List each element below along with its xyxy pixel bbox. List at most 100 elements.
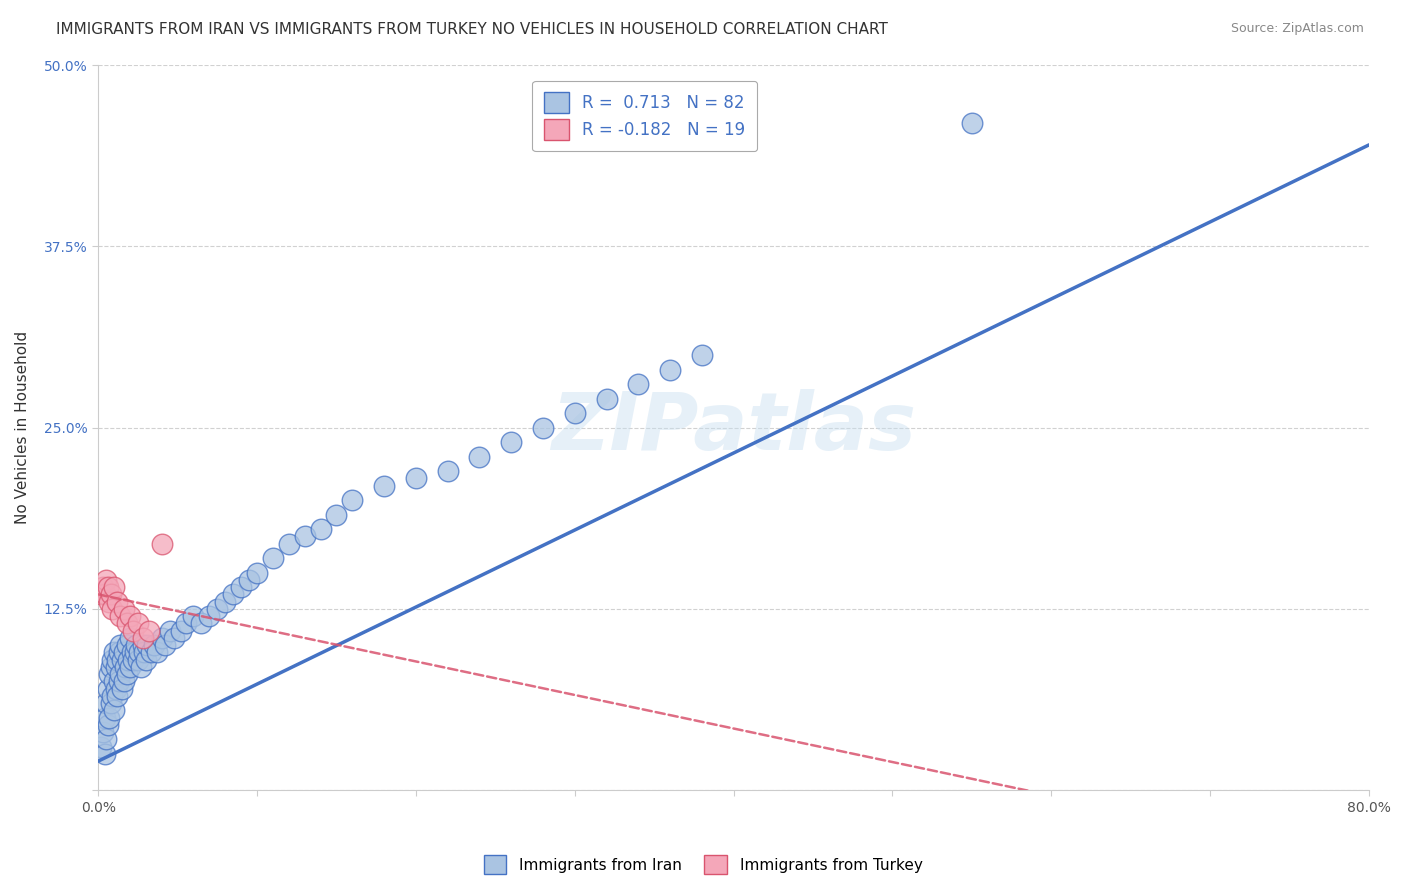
Point	[110, 609, 132, 624]
Point	[98, 667, 121, 681]
Point	[112, 645, 135, 659]
Point	[98, 594, 121, 608]
Point	[100, 660, 122, 674]
Point	[139, 645, 162, 659]
Point	[118, 631, 141, 645]
Point	[122, 653, 145, 667]
Point	[183, 609, 205, 624]
Point	[127, 616, 149, 631]
Point	[128, 645, 150, 659]
Point	[114, 660, 136, 674]
Point	[142, 638, 165, 652]
Legend: R =  0.713   N = 82, R = -0.182   N = 19: R = 0.713 N = 82, R = -0.182 N = 19	[533, 80, 756, 152]
Point	[246, 566, 269, 580]
Point	[146, 645, 169, 659]
Point	[153, 638, 176, 652]
Point	[93, 747, 115, 761]
Point	[93, 711, 115, 725]
Point	[960, 116, 983, 130]
Point	[222, 587, 245, 601]
Point	[214, 594, 236, 608]
Point	[94, 696, 117, 710]
Point	[112, 674, 135, 689]
Point	[277, 536, 299, 550]
Point	[342, 493, 364, 508]
Point	[501, 435, 523, 450]
Point	[103, 674, 125, 689]
Point	[134, 645, 156, 659]
Point	[207, 602, 229, 616]
Point	[659, 362, 682, 376]
Point	[104, 660, 127, 674]
Point	[118, 660, 141, 674]
Point	[105, 653, 128, 667]
Y-axis label: No Vehicles in Household: No Vehicles in Household	[15, 331, 30, 524]
Point	[131, 638, 153, 652]
Point	[231, 580, 253, 594]
Point	[115, 667, 138, 681]
Point	[110, 667, 132, 681]
Point	[101, 653, 124, 667]
Point	[174, 616, 197, 631]
Point	[135, 653, 157, 667]
Point	[115, 616, 138, 631]
Point	[104, 681, 127, 696]
Point	[690, 348, 713, 362]
Point	[105, 689, 128, 703]
Point	[150, 536, 173, 550]
Point	[627, 377, 650, 392]
Point	[94, 732, 117, 747]
Point	[108, 674, 131, 689]
Point	[100, 696, 122, 710]
Point	[94, 573, 117, 587]
Point	[238, 573, 260, 587]
Point	[103, 703, 125, 717]
Point	[564, 406, 586, 420]
Point	[117, 653, 139, 667]
Point	[159, 624, 181, 638]
Point	[93, 587, 115, 601]
Point	[405, 471, 427, 485]
Point	[91, 725, 114, 739]
Text: ZIPatlas: ZIPatlas	[551, 389, 917, 467]
Point	[124, 645, 146, 659]
Point	[103, 580, 125, 594]
Point	[105, 594, 128, 608]
Point	[436, 464, 458, 478]
Point	[309, 522, 332, 536]
Point	[108, 645, 131, 659]
Point	[101, 689, 124, 703]
Point	[294, 529, 316, 543]
Point	[127, 653, 149, 667]
Point	[91, 580, 114, 594]
Point	[138, 624, 160, 638]
Point	[111, 681, 134, 696]
Point	[325, 508, 347, 522]
Point	[100, 587, 122, 601]
Point	[90, 587, 112, 601]
Point	[97, 718, 120, 732]
Point	[103, 645, 125, 659]
Point	[170, 624, 193, 638]
Point	[121, 645, 143, 659]
Point	[190, 616, 212, 631]
Point	[112, 602, 135, 616]
Point	[115, 638, 138, 652]
Point	[129, 660, 152, 674]
Point	[97, 681, 120, 696]
Point	[136, 638, 159, 652]
Point	[531, 420, 554, 434]
Point	[468, 450, 491, 464]
Point	[122, 624, 145, 638]
Point	[373, 478, 395, 492]
Point	[595, 392, 617, 406]
Point	[163, 631, 186, 645]
Point	[198, 609, 221, 624]
Point	[111, 653, 134, 667]
Point	[125, 638, 148, 652]
Point	[90, 739, 112, 754]
Point	[110, 638, 132, 652]
Point	[101, 602, 124, 616]
Point	[262, 551, 284, 566]
Text: IMMIGRANTS FROM IRAN VS IMMIGRANTS FROM TURKEY NO VEHICLES IN HOUSEHOLD CORRELAT: IMMIGRANTS FROM IRAN VS IMMIGRANTS FROM …	[56, 22, 889, 37]
